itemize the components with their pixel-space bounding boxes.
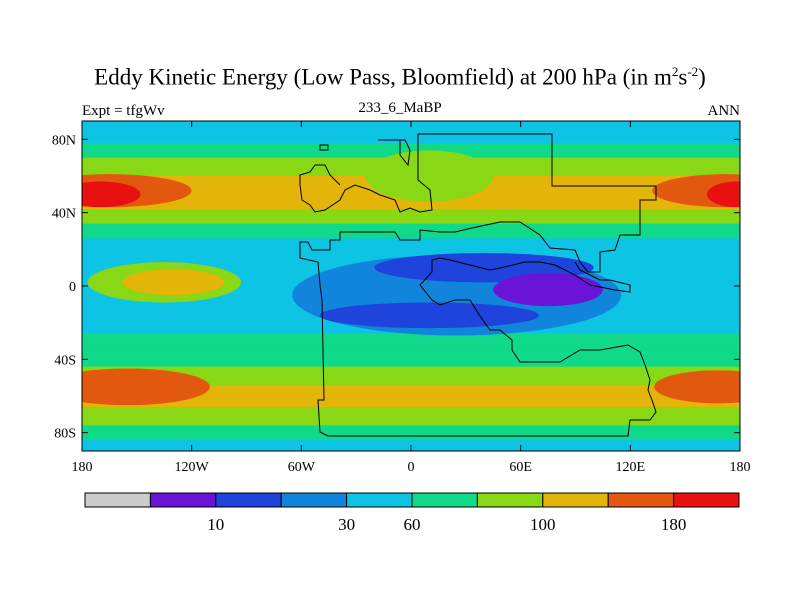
y-tick-label: 80N [52,133,76,148]
y-tick-label: 0 [69,280,76,295]
colorbar-label: 30 [338,515,355,534]
contour-region [82,368,210,406]
colorbar-swatch [542,492,609,508]
zonal-band [82,238,740,254]
axes: 180 120W 60W 0 60E 120E 180 80N 40N 0 40S 80S [52,121,751,475]
zonal-band [82,385,740,408]
contour-region [707,181,740,208]
zonal-band [82,132,740,144]
x-tick-label: 180 [730,460,751,475]
zonal-band [82,223,740,239]
x-tick-label: 120W [175,460,210,475]
colorbar-label: 180 [661,515,687,534]
zonal-band [82,425,740,441]
contour-region [319,302,539,329]
x-tick-label: 60W [288,460,316,475]
x-tick-label: 120E [616,460,646,475]
colorbar-swatch [149,492,217,508]
contour-field [82,121,740,451]
zonal-band [82,194,740,210]
y-tick-label: 40N [52,207,76,222]
colorbar-swatch [346,492,413,508]
x-tick-label: 60E [509,460,532,475]
experiment-label: Expt = tfgWv [82,103,165,119]
zonal-band [82,366,740,386]
title-main: Eddy Kinetic Energy (Low Pass, Bloomfiel… [94,64,672,90]
case-label: 233_6_MaBP [358,100,442,116]
contour-region [654,370,740,404]
colorbar-swatch [607,492,675,508]
contour-region [493,273,603,307]
season-label: ANN [707,103,741,119]
y-tick-label: 40S [54,353,76,368]
title-unit-m-exponent: 2 [671,64,679,79]
x-tick-label: 0 [408,460,415,475]
chart-title: Eddy Kinetic Energy (Low Pass, Bloomfiel… [0,64,800,91]
zonal-band [82,143,740,159]
colorbar-swatch [84,492,151,508]
title-unit-s: s [678,64,688,90]
colorbar-swatch [673,492,740,508]
zonal-band [82,209,740,225]
zonal-band [82,348,740,368]
title-close: ) [698,64,706,90]
colorbar-label: 60 [404,515,421,534]
zonal-band [82,407,740,426]
y-tick-label: 80S [54,427,76,442]
continent-outline [299,133,657,437]
colorbar-label: 100 [530,515,556,534]
colorbar-swatch [411,492,478,508]
colorbar: 10 30 60 100 180 [84,492,740,534]
zonal-band [82,333,740,349]
colorbar-label: 10 [207,515,224,534]
x-tick-label: 180 [72,460,93,475]
colorbar-swatch [280,492,348,508]
colorbar-swatch [476,492,544,508]
contour-region [122,269,225,296]
contour-region [365,150,494,202]
title-unit-s-exponent: -2 [687,64,699,79]
contour-region [82,181,141,208]
colorbar-swatch [215,492,282,508]
